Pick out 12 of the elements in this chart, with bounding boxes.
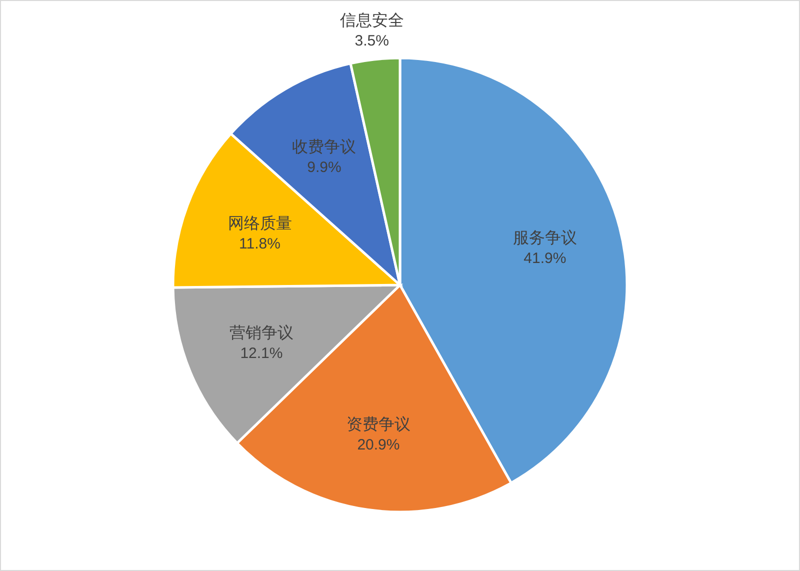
data-label: 12.1%	[240, 345, 283, 362]
data-label: 41.9%	[524, 250, 566, 268]
slice-label: 服务争议	[512, 229, 577, 248]
data-label: 20.9%	[357, 436, 400, 454]
slice-label: 收费争议	[292, 138, 356, 156]
slice-label: 网络质量	[228, 214, 292, 232]
data-label: 3.5%	[354, 32, 389, 50]
data-label: 11.8%	[239, 235, 280, 252]
slice-label: 营销争议	[229, 324, 294, 342]
slice-label: 资费争议	[346, 415, 410, 434]
data-label: 9.9%	[307, 158, 342, 176]
slice-label: 信息安全	[340, 12, 404, 30]
